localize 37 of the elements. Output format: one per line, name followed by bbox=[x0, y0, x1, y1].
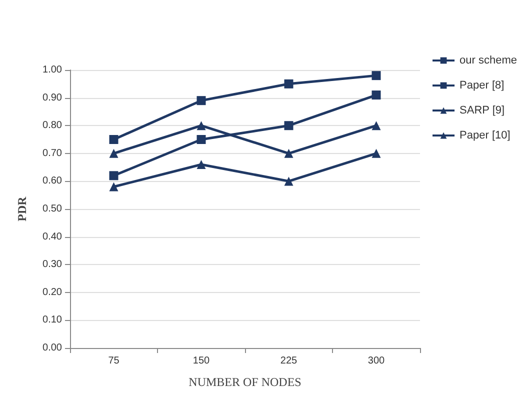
point bbox=[372, 71, 381, 80]
point bbox=[196, 160, 206, 170]
x-tick-label: 75 bbox=[108, 356, 120, 366]
y-tick-label: 0.20 bbox=[42, 286, 62, 298]
point bbox=[372, 90, 381, 100]
y-tick-label: 0.90 bbox=[42, 92, 62, 104]
y-tick-label: 1.00 bbox=[42, 64, 62, 76]
point bbox=[109, 182, 118, 192]
y-tick-label: 0.70 bbox=[42, 148, 62, 159]
y-tick-label: 0.50 bbox=[42, 204, 62, 214]
y-tick-label: 0.00 bbox=[42, 342, 62, 354]
point bbox=[284, 121, 294, 130]
y-tick-label: 0.40 bbox=[42, 231, 62, 242]
point bbox=[109, 171, 118, 180]
x-tick-label: 150 bbox=[192, 356, 210, 366]
point bbox=[284, 79, 294, 88]
point bbox=[109, 148, 118, 158]
point bbox=[196, 96, 206, 106]
legend-label: SARP [9] bbox=[460, 104, 505, 116]
x-axis-title: NUMBER OF NODES bbox=[188, 375, 302, 389]
y-tick-label: 0.30 bbox=[42, 259, 62, 270]
legend-label: our scheme bbox=[460, 54, 518, 66]
point bbox=[284, 176, 294, 186]
y-axis-title: PDR bbox=[15, 196, 29, 222]
y-tick-label: 0.10 bbox=[42, 314, 62, 326]
point bbox=[196, 121, 206, 130]
y-tick-label: 0.60 bbox=[42, 176, 62, 187]
y-tick-label: 0.80 bbox=[42, 120, 62, 132]
point bbox=[109, 135, 118, 144]
point bbox=[284, 148, 294, 158]
point bbox=[372, 121, 381, 130]
point bbox=[372, 148, 381, 158]
x-tick-label: 300 bbox=[368, 356, 386, 366]
legend-label: Paper [10] bbox=[460, 130, 510, 142]
x-tick-label: 225 bbox=[280, 356, 298, 366]
point bbox=[196, 135, 206, 144]
legend-label: Paper [8] bbox=[460, 80, 504, 92]
